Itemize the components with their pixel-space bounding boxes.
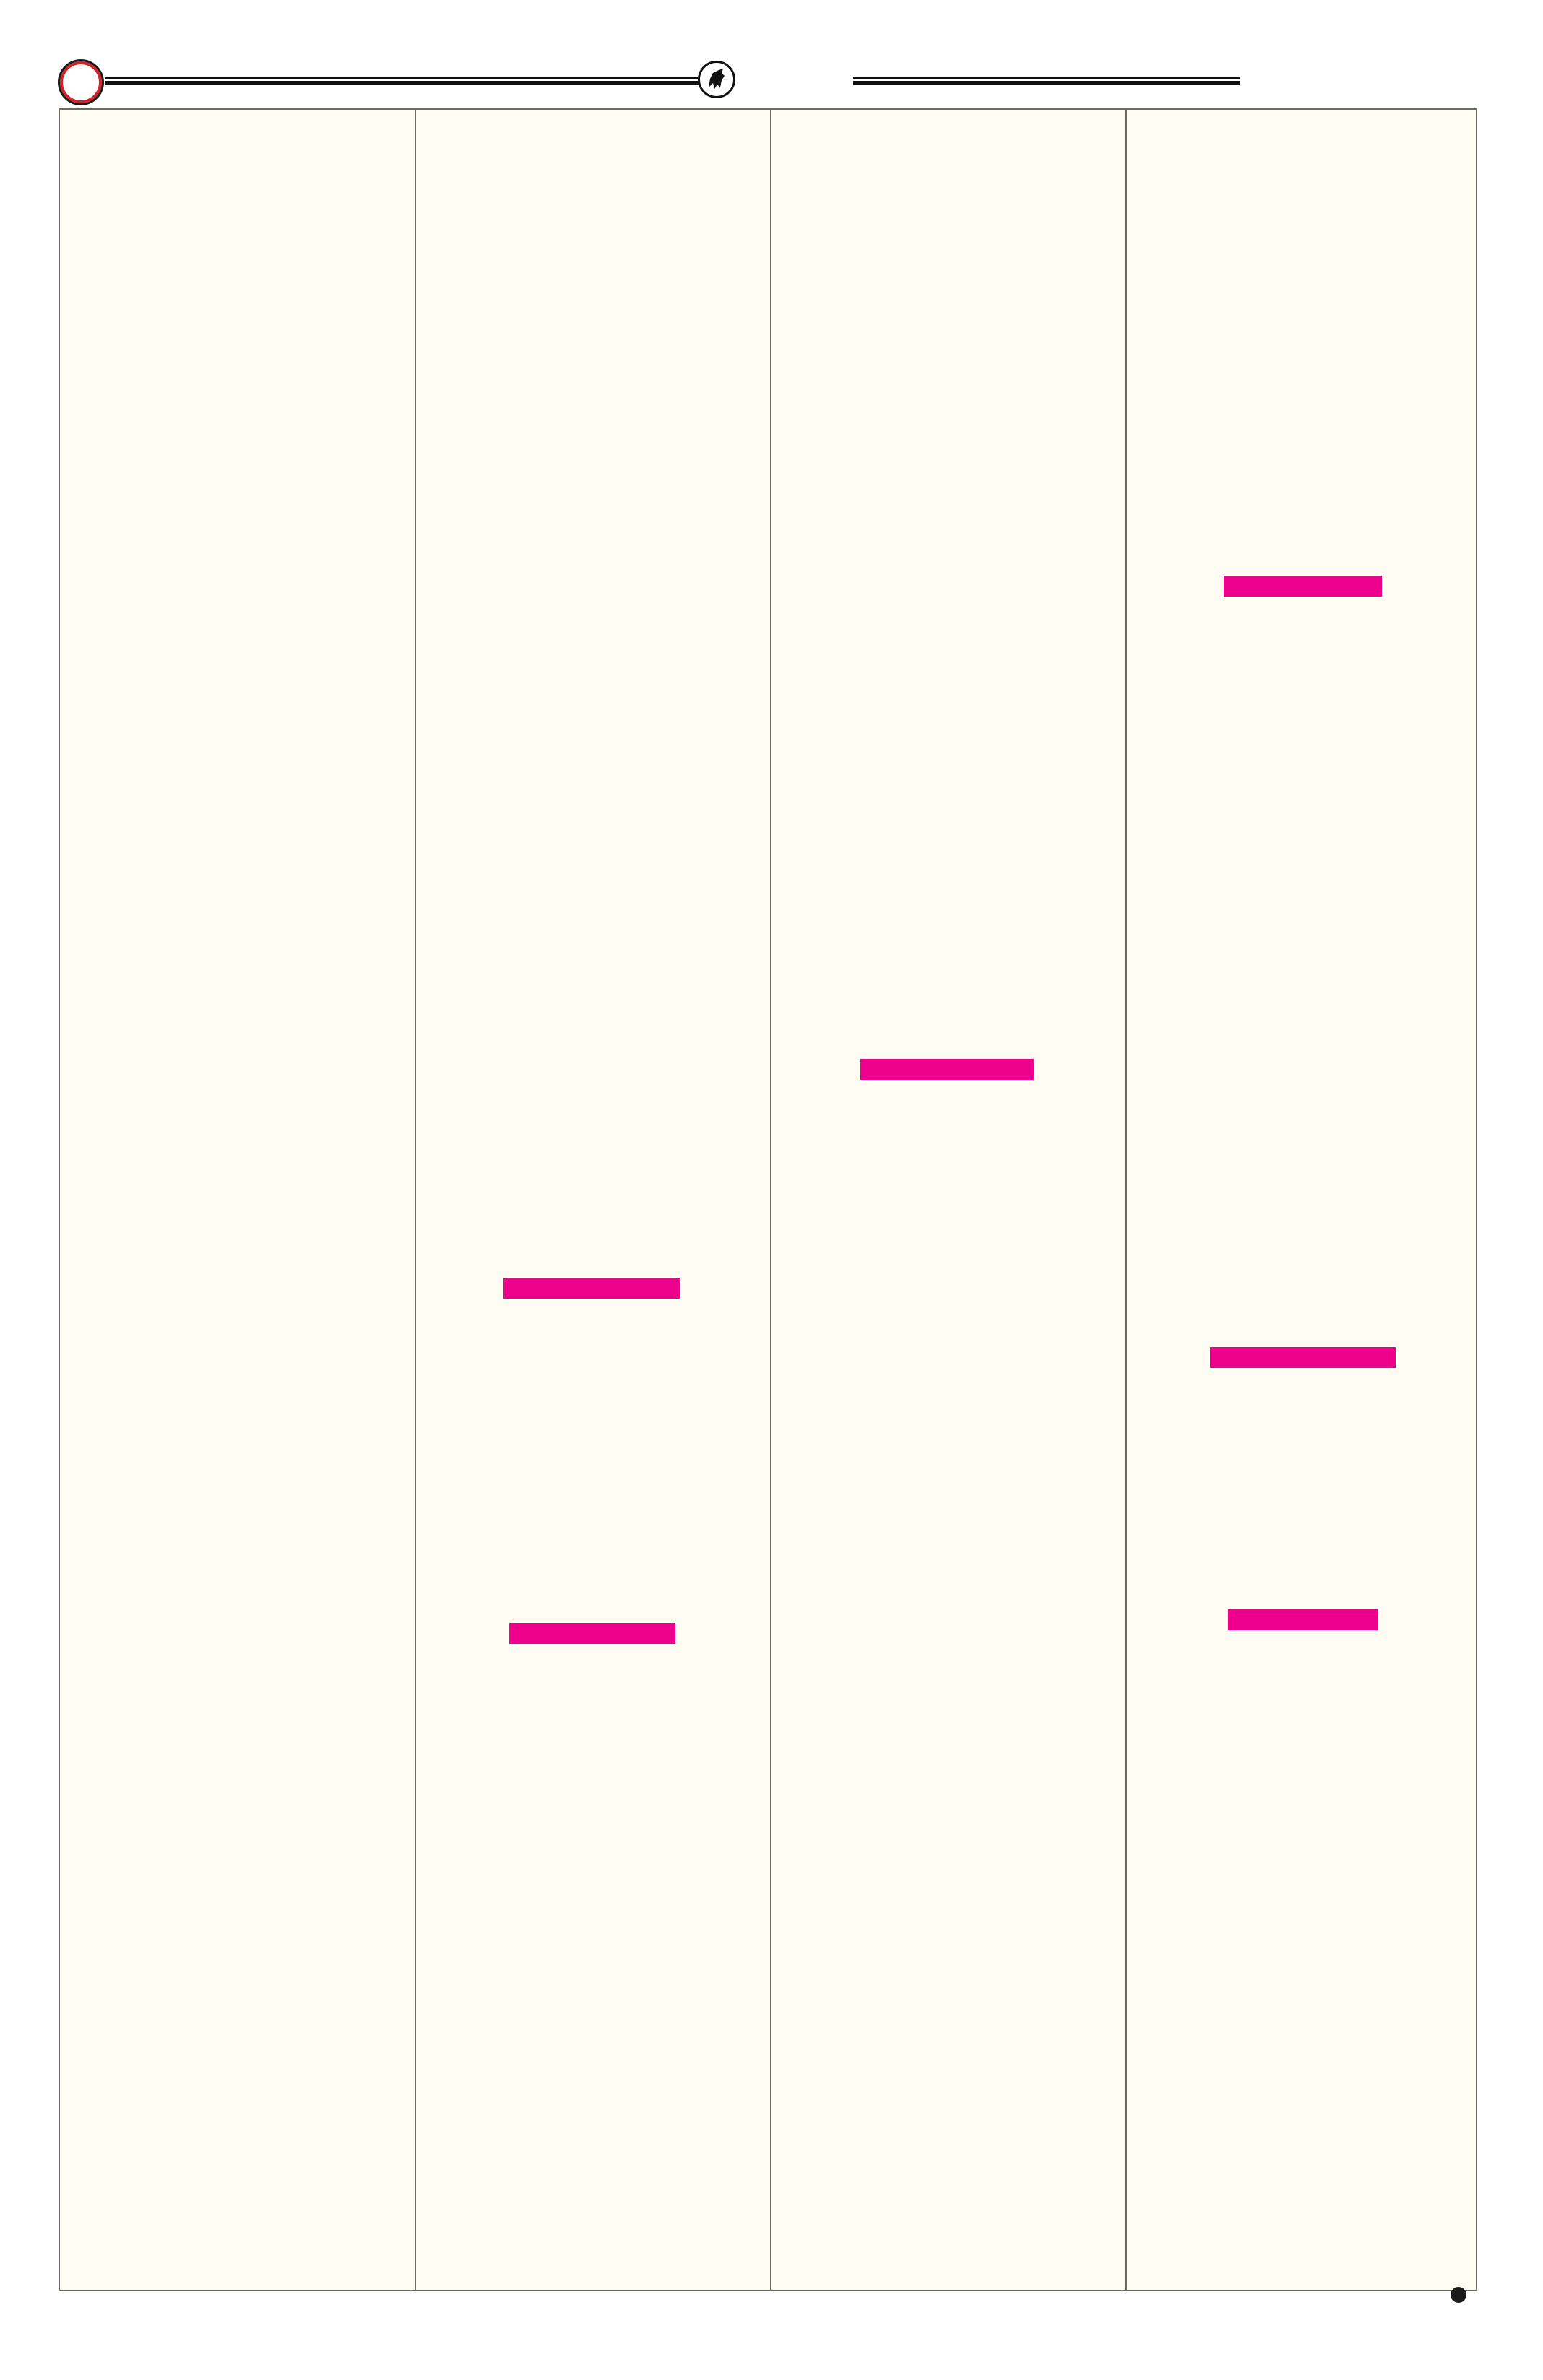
header-rule-left <box>105 77 699 85</box>
header-rule-thin <box>853 77 1240 79</box>
column-divider <box>415 108 416 2291</box>
highlight-bar <box>503 1278 680 1299</box>
highlight-bar <box>1224 576 1382 597</box>
header-rule-thick <box>853 81 1240 85</box>
column-divider <box>770 108 772 2291</box>
column-divider <box>1125 108 1127 2291</box>
header-rule-right <box>853 77 1240 85</box>
header-rule-thick <box>105 81 699 85</box>
highlight-bar <box>1228 1609 1378 1630</box>
bull-emblem-icon <box>698 61 735 98</box>
red-ring-icon <box>58 59 104 105</box>
highlight-bar <box>509 1623 675 1644</box>
header-rule-thin <box>105 77 699 79</box>
page-frame <box>59 108 1477 2291</box>
bullet-dot-icon <box>1451 2287 1466 2303</box>
highlight-bar <box>1210 1347 1396 1368</box>
highlight-bar <box>860 1059 1034 1080</box>
